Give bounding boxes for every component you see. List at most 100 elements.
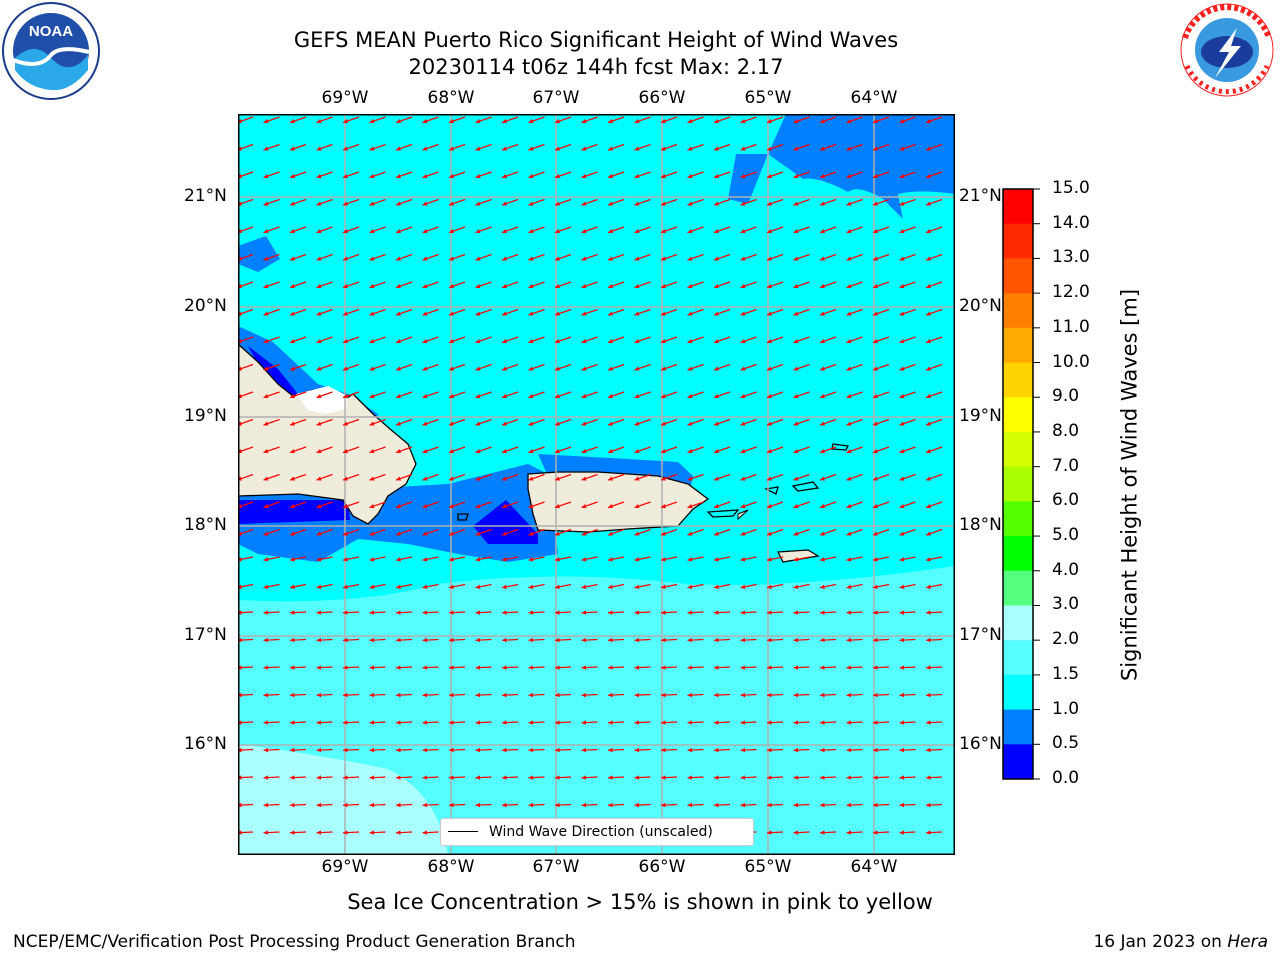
wave-direction-arrow <box>289 116 307 124</box>
wave-direction-arrow <box>448 446 466 454</box>
wave-direction-arrow <box>501 747 519 753</box>
wave-direction-arrow <box>660 528 678 536</box>
wave-direction-arrow <box>766 665 784 670</box>
wave-direction-arrow <box>925 830 943 835</box>
wave-direction-arrow <box>369 556 386 562</box>
wave-direction-arrow <box>581 143 598 151</box>
wave-direction-arrow <box>448 802 466 808</box>
wave-direction-arrow <box>581 281 598 289</box>
wave-direction-arrow <box>899 143 916 151</box>
wave-direction-arrow <box>899 637 916 643</box>
wave-direction-arrow <box>369 802 386 808</box>
wave-direction-arrow <box>740 391 757 399</box>
nws-logo <box>1180 3 1274 97</box>
wave-direction-arrow <box>316 198 333 206</box>
footer-date-text: 16 Jan 2023 on <box>1093 932 1228 952</box>
wave-direction-arrow <box>899 308 916 316</box>
colorbar-segment <box>1003 223 1033 259</box>
wave-direction-arrow <box>528 747 545 753</box>
wave-direction-arrow <box>422 391 439 399</box>
wave-direction-arrow <box>607 363 625 371</box>
wave-direction-arrow <box>369 775 386 780</box>
wave-band-0.5-1.0-west <box>238 236 280 272</box>
wave-direction-arrow <box>872 501 890 509</box>
colorbar-tick-label: 11.0 <box>1052 316 1090 337</box>
wave-direction-arrow <box>289 253 307 261</box>
wave-direction-arrow <box>342 391 360 399</box>
wave-direction-arrow <box>687 692 704 698</box>
wave-direction-arrow <box>448 281 466 289</box>
wave-direction-arrow <box>713 336 731 344</box>
wave-direction-arrow <box>316 775 333 780</box>
wave-direction-arrow <box>740 308 757 316</box>
wave-direction-arrow <box>793 802 810 808</box>
wave-direction-arrow <box>554 391 572 399</box>
wave-direction-arrow <box>634 308 651 316</box>
wave-direction-arrow <box>289 336 307 344</box>
wave-direction-arrow <box>263 116 280 124</box>
wave-direction-arrow <box>289 528 307 536</box>
wave-direction-arrow <box>819 665 837 670</box>
wave-direction-arrow <box>925 473 943 481</box>
wave-direction-arrow <box>316 281 333 289</box>
wave-direction-arrow <box>475 446 492 454</box>
wave-direction-arrow <box>395 473 413 481</box>
wave-direction-arrow <box>554 802 572 808</box>
wave-direction-arrow <box>793 253 810 261</box>
wave-direction-arrow <box>342 226 360 234</box>
colorbar-tick-label: 8.0 <box>1052 420 1080 441</box>
wave-direction-arrow <box>554 143 572 151</box>
wave-direction-arrow <box>740 610 757 615</box>
wave-direction-arrow <box>289 830 307 835</box>
wave-direction-arrow <box>581 363 598 371</box>
wave-direction-arrow <box>872 226 890 234</box>
wave-direction-arrow <box>660 556 678 562</box>
wave-direction-arrow <box>872 830 890 835</box>
wave-direction-arrow <box>395 143 413 151</box>
wave-direction-arrow <box>766 446 784 454</box>
wave-direction-arrow <box>740 363 757 371</box>
wave-direction-arrow <box>846 446 863 454</box>
colorbar-segment <box>1003 744 1033 780</box>
wave-direction-arrow <box>369 308 386 316</box>
wave-direction-arrow <box>819 391 837 399</box>
wave-direction-arrow <box>554 747 572 753</box>
wave-direction-arrow <box>793 556 810 562</box>
wave-direction-arrow <box>766 747 784 753</box>
wave-direction-arrow <box>713 198 731 206</box>
wave-direction-arrow <box>238 692 254 698</box>
wave-direction-arrow <box>660 363 678 371</box>
wave-direction-arrow <box>819 446 837 454</box>
wave-direction-arrow <box>925 226 943 234</box>
wave-direction-arrow <box>289 747 307 753</box>
wave-direction-arrow <box>263 528 280 536</box>
wave-direction-arrow <box>422 528 439 536</box>
wave-direction-arrow <box>554 171 572 179</box>
wave-direction-arrow <box>448 637 466 643</box>
wave-direction-arrow <box>448 116 466 124</box>
wave-direction-arrow <box>899 583 916 589</box>
wave-direction-arrow <box>501 418 519 426</box>
wave-direction-arrow <box>846 363 863 371</box>
wave-direction-arrow <box>872 775 890 780</box>
wave-direction-arrow <box>740 528 757 536</box>
wave-direction-arrow <box>316 336 333 344</box>
wave-direction-arrow <box>766 391 784 399</box>
wave-direction-arrow <box>687 363 704 371</box>
wave-direction-arrow <box>528 363 545 371</box>
wave-direction-arrow <box>501 692 519 698</box>
wave-direction-arrow <box>872 418 890 426</box>
wave-direction-arrow <box>316 391 333 399</box>
wave-direction-arrow <box>607 747 625 753</box>
wave-direction-arrow <box>872 336 890 344</box>
wave-direction-arrow <box>687 501 704 509</box>
wave-direction-arrow <box>740 501 757 509</box>
wave-direction-arrow <box>395 610 413 615</box>
wave-direction-arrow <box>316 363 333 371</box>
wave-direction-arrow <box>872 802 890 808</box>
wave-direction-arrow <box>475 171 492 179</box>
lon-label-top: 67°W <box>532 88 580 108</box>
wave-direction-arrow <box>846 692 863 698</box>
wave-direction-arrow <box>660 610 678 615</box>
wave-direction-arrow <box>448 198 466 206</box>
